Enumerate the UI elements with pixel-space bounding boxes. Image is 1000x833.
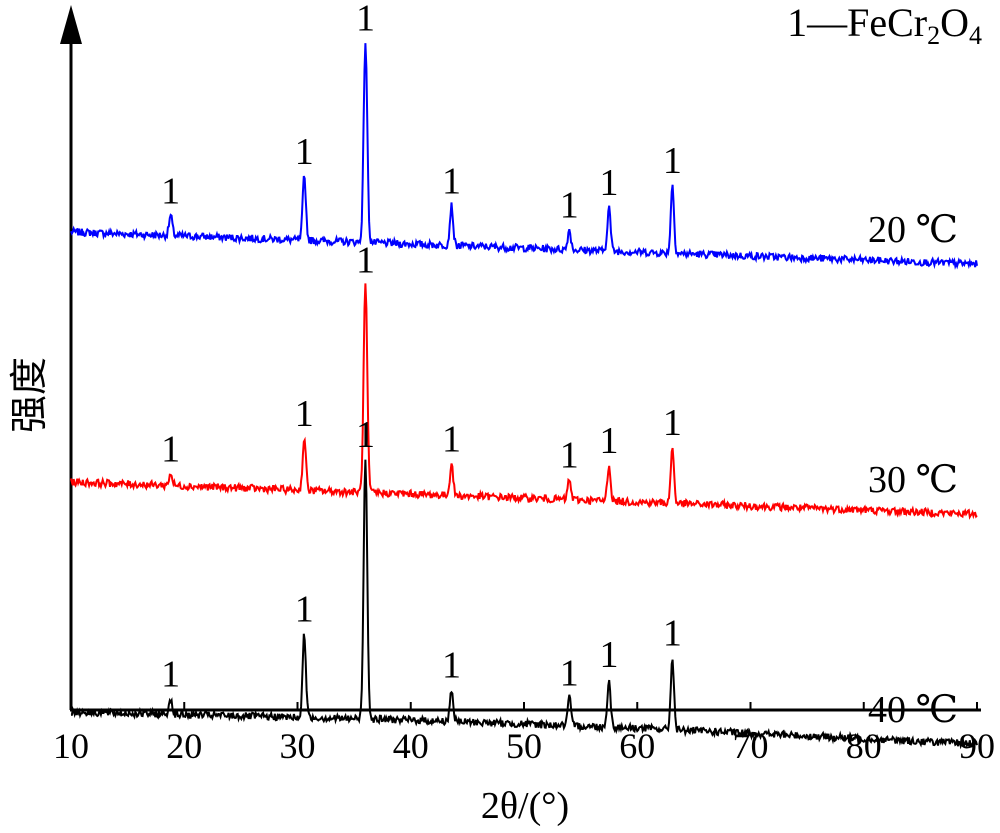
x-tick-label: 40 bbox=[393, 726, 429, 766]
x-axis-title: 2θ/(°) bbox=[481, 785, 569, 827]
peak-label: 1 bbox=[442, 644, 461, 686]
peak-label: 1 bbox=[560, 185, 579, 227]
x-tick-label: 90 bbox=[959, 726, 995, 766]
legend: 1—FeCr2O4 bbox=[787, 0, 982, 50]
peak-label: 1 bbox=[599, 634, 618, 676]
x-tick-label: 80 bbox=[846, 726, 882, 766]
peak-label: 1 bbox=[356, 414, 375, 456]
y-axis-title: 强度 bbox=[9, 357, 51, 433]
peak-label: 1 bbox=[295, 131, 314, 173]
x-tick-label: 60 bbox=[619, 726, 655, 766]
peak-label: 1 bbox=[442, 160, 461, 202]
legend-subscript-4: 4 bbox=[969, 21, 982, 50]
series-group bbox=[70, 43, 978, 750]
legend-phase-number: 1 bbox=[787, 0, 807, 45]
x-tick-label: 50 bbox=[506, 726, 542, 766]
peak-label: 1 bbox=[161, 653, 180, 695]
peak-label: 1 bbox=[161, 171, 180, 213]
peak-label: 1 bbox=[663, 613, 682, 655]
peak-label: 1 bbox=[560, 653, 579, 695]
peak-label: 1 bbox=[295, 588, 314, 630]
series-label: 20 ℃ bbox=[868, 209, 958, 251]
peak-label: 1 bbox=[599, 420, 618, 462]
svg-text:1—FeCr2O4: 1—FeCr2O4 bbox=[787, 0, 982, 50]
peak-label: 1 bbox=[295, 393, 314, 435]
x-tick-label: 30 bbox=[280, 726, 316, 766]
series-label: 40 ℃ bbox=[868, 689, 958, 731]
x-tick-label: 20 bbox=[166, 726, 202, 766]
series-label: 30 ℃ bbox=[868, 459, 958, 501]
peak-label: 1 bbox=[663, 140, 682, 182]
legend-subscript-2: 2 bbox=[927, 21, 940, 50]
peak-label: 1 bbox=[663, 402, 682, 444]
series-line bbox=[70, 283, 978, 520]
series-line bbox=[70, 459, 978, 750]
peak-label: 1 bbox=[560, 435, 579, 477]
y-axis-arrow bbox=[60, 5, 82, 44]
legend-formula-o: O bbox=[940, 0, 969, 45]
series-labels: 20 ℃ 30 ℃ 40 ℃ bbox=[868, 209, 958, 731]
peak-label: 1 bbox=[356, 0, 375, 39]
peak-label: 1 bbox=[161, 429, 180, 471]
plot-area bbox=[60, 5, 981, 712]
series-line bbox=[70, 43, 978, 270]
legend-phase-formula: —FeCr bbox=[806, 0, 927, 45]
peak-label: 1 bbox=[442, 418, 461, 460]
peak-label: 1 bbox=[599, 162, 618, 204]
peak-label: 1 bbox=[356, 239, 375, 281]
x-ticks: 10 20 30 40 50 60 70 80 90 bbox=[53, 702, 995, 766]
x-tick-label: 10 bbox=[53, 726, 89, 766]
